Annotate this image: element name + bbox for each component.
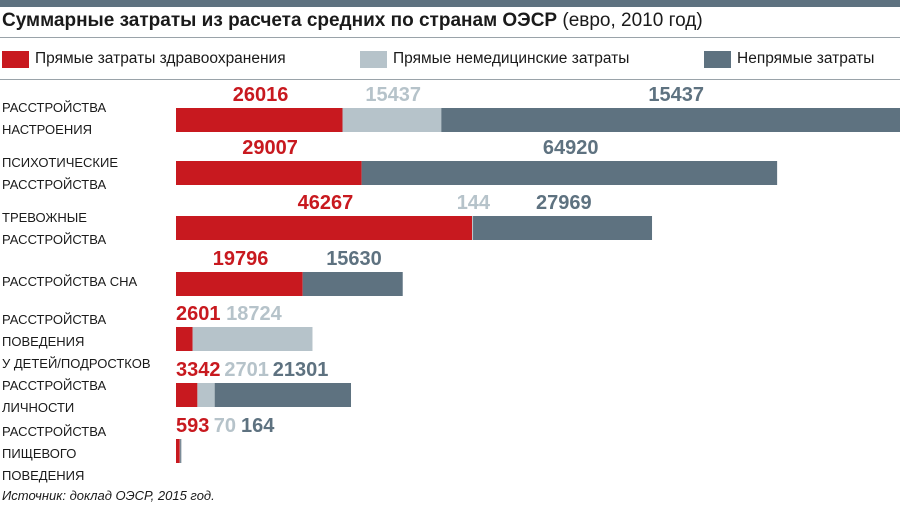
bar-segment-direct xyxy=(176,439,180,463)
value-label-direct: 46267 xyxy=(298,192,354,214)
legend-swatch-indirect xyxy=(704,50,731,68)
category-label: РАССТРОЙСТВА ЛИЧНОСТИ xyxy=(2,378,106,415)
bar-segment-indirect xyxy=(473,216,653,240)
category-label: ПСИХОТИЧЕСКИЕ РАССТРОЙСТВА xyxy=(2,155,118,192)
value-label-nonmedical: 144 xyxy=(457,192,491,214)
bar-segment-nonmedical xyxy=(197,383,215,407)
legend-label-indirect: Непрямые затраты xyxy=(737,50,875,67)
category-label-line: РАССТРОЙСТВА xyxy=(2,424,106,439)
category-label-line: РАССТРОЙСТВА xyxy=(2,177,106,192)
category-label-line: ПИЩЕВОГО xyxy=(2,446,76,461)
value-label-nonmedical: 2701 xyxy=(224,359,269,381)
value-label-indirect: 15630 xyxy=(326,248,382,270)
legend-item-direct-health: Прямые затраты здравоохранения xyxy=(2,50,286,68)
category-label: РАССТРОЙСТВА ПОВЕДЕНИЯ У ДЕТЕЙ/ПОДРОСТКОВ xyxy=(2,312,151,371)
legend: Прямые затраты здравоохранения Прямые не… xyxy=(0,50,900,72)
category-label-line: РАССТРОЙСТВА xyxy=(2,232,106,247)
chart-title: Суммарные затраты из расчета средних по … xyxy=(2,10,703,32)
bar-segment-direct xyxy=(176,383,198,407)
category-label-line: РАССТРОЙСТВА xyxy=(2,378,106,393)
title-divider xyxy=(0,37,900,38)
value-label-nonmedical: 70 xyxy=(214,415,236,437)
category-label-line: ТРЕВОЖНЫЕ xyxy=(2,210,87,225)
bar-segment-nonmedical xyxy=(342,108,442,132)
value-label-indirect: 15437 xyxy=(648,84,704,106)
top-accent-bar xyxy=(0,0,900,7)
bar-segment-direct xyxy=(176,216,473,240)
legend-item-nonmedical: Прямые немедицинские затраты xyxy=(360,50,629,68)
source-note: Источник: доклад ОЭСР, 2015 год. xyxy=(2,488,215,503)
value-label-direct: 19796 xyxy=(213,248,269,270)
category-label: РАССТРОЙСТВА СНА xyxy=(2,274,138,289)
value-label-indirect: 64920 xyxy=(543,137,599,159)
legend-swatch-direct-health xyxy=(2,50,29,68)
category-label-line: РАССТРОЙСТВА xyxy=(2,312,106,327)
legend-item-indirect: Непрямые затраты xyxy=(704,50,874,68)
value-label-direct: 29007 xyxy=(242,137,298,159)
category-label-line: РАССТРОЙСТВА xyxy=(2,100,106,115)
value-label-indirect: 21301 xyxy=(273,359,329,381)
value-label-indirect: 164 xyxy=(241,415,275,437)
legend-label-nonmedical: Прямые немедицинские затраты xyxy=(393,50,630,67)
chart-title-bold: Суммарные затраты из расчета средних по … xyxy=(2,10,558,31)
bar-segment-indirect xyxy=(302,272,403,296)
category-label-line: ЛИЧНОСТИ xyxy=(2,400,74,415)
legend-label-direct-health: Прямые затраты здравоохранения xyxy=(35,50,286,67)
value-label-direct: 2601 xyxy=(176,303,221,325)
bar-segment-indirect xyxy=(361,161,778,185)
category-label-line: ПОВЕДЕНИЯ xyxy=(2,334,84,349)
category-label-line: ПСИХОТИЧЕСКИЕ xyxy=(2,155,118,170)
category-label-line: РАССТРОЙСТВА СНА xyxy=(2,274,138,289)
legend-divider xyxy=(0,79,900,80)
bar-segment-indirect xyxy=(441,108,900,132)
category-label-line: ПОВЕДЕНИЯ xyxy=(2,468,84,483)
category-label: РАССТРОЙСТВА ПИЩЕВОГО ПОВЕДЕНИЯ xyxy=(2,424,106,483)
bar-segment-indirect xyxy=(180,439,182,463)
bar-segment-direct xyxy=(176,161,362,185)
legend-swatch-nonmedical xyxy=(360,50,387,68)
bar-segment-direct xyxy=(176,272,303,296)
bar-segment-direct xyxy=(176,108,343,132)
bar-segment-indirect xyxy=(214,383,352,407)
bar-segment-nonmedical xyxy=(192,327,313,351)
bar-segment-nonmedical xyxy=(472,216,474,240)
value-label-direct: 3342 xyxy=(176,359,221,381)
category-label: ТРЕВОЖНЫЕ РАССТРОЙСТВА xyxy=(2,210,106,247)
bar-segment-direct xyxy=(176,327,193,351)
value-label-nonmedical: 18724 xyxy=(226,303,282,325)
value-label-nonmedical: 15437 xyxy=(365,84,421,106)
category-label-line: НАСТРОЕНИЯ xyxy=(2,122,92,137)
category-label: РАССТРОЙСТВА НАСТРОЕНИЯ xyxy=(2,100,106,137)
category-label-line: У ДЕТЕЙ/ПОДРОСТКОВ xyxy=(2,356,151,371)
value-label-direct: 593 xyxy=(176,415,209,437)
chart-title-units: (евро, 2010 год) xyxy=(557,10,703,31)
value-label-direct: 26016 xyxy=(233,84,289,106)
value-label-indirect: 27969 xyxy=(536,192,592,214)
